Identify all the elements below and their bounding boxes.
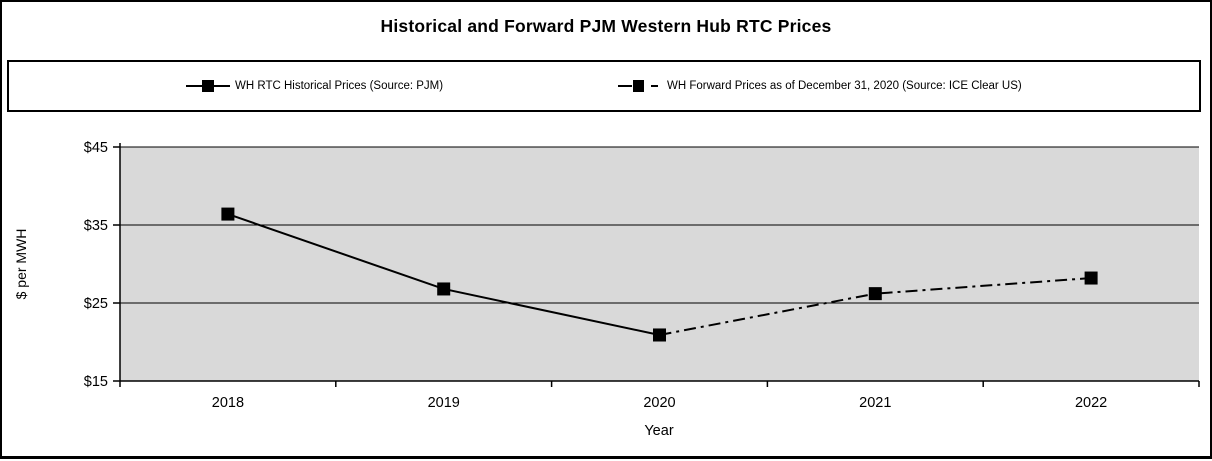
legend: WH RTC Historical Prices (Source: PJM) W…: [7, 60, 1201, 112]
y-axis-title: $ per MWH: [13, 229, 29, 300]
y-tick-label: $15: [84, 374, 108, 390]
y-tick-label: $45: [84, 140, 108, 156]
data-point-marker: [1084, 271, 1098, 285]
x-tick-label: 2019: [428, 395, 460, 411]
legend-solid-line-square-marker-icon: [186, 80, 230, 92]
x-tick-label: 2018: [212, 395, 244, 411]
y-tick-label: $25: [84, 296, 108, 312]
x-axis-title: Year: [644, 423, 673, 439]
plot-area: [120, 147, 1199, 381]
data-point-marker: [868, 287, 882, 301]
legend-dashdot-line-square-marker-icon: [618, 80, 658, 92]
data-point-marker: [437, 282, 451, 296]
chart-title: Historical and Forward PJM Western Hub R…: [380, 16, 832, 36]
legend-item-historical: WH RTC Historical Prices (Source: PJM): [185, 79, 443, 93]
data-point-marker: [221, 207, 235, 221]
x-tick-label: 2020: [643, 395, 675, 411]
legend-label-historical: WH RTC Historical Prices (Source: PJM): [235, 80, 444, 92]
legend-label-forward: WH Forward Prices as of December 31, 202…: [667, 80, 1022, 92]
y-tick-label: $35: [84, 218, 108, 234]
data-point-marker: [653, 328, 666, 342]
x-tick-label: 2021: [859, 395, 891, 411]
legend-item-forward: WH Forward Prices as of December 31, 202…: [617, 79, 1022, 93]
x-tick-label: 2022: [1075, 395, 1107, 411]
